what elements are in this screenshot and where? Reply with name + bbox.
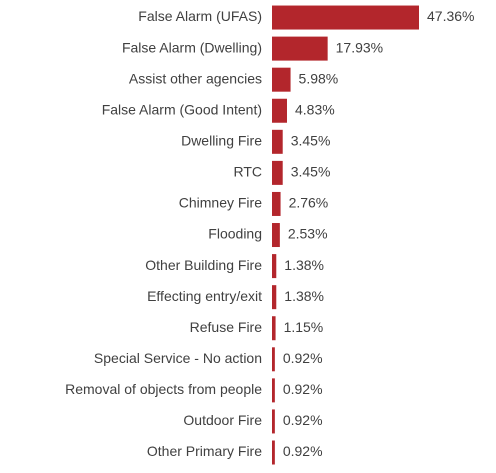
value-label: 5.98% xyxy=(299,70,339,86)
value-label: 2.53% xyxy=(288,226,328,242)
value-label: 2.76% xyxy=(289,195,329,211)
category-label: Refuse Fire xyxy=(190,319,263,335)
value-label: 0.92% xyxy=(283,443,323,459)
bar xyxy=(272,5,419,30)
value-label: 1.38% xyxy=(284,288,324,304)
category-label: False Alarm (UFAS) xyxy=(138,8,262,24)
category-label: False Alarm (Good Intent) xyxy=(102,101,262,117)
value-label: 0.92% xyxy=(283,350,323,366)
value-label: 17.93% xyxy=(336,39,383,55)
bar xyxy=(272,378,275,403)
category-label: Chimney Fire xyxy=(179,195,262,211)
bar xyxy=(272,98,287,123)
bar xyxy=(272,223,280,248)
bar xyxy=(272,129,283,154)
bar xyxy=(272,347,275,372)
bar xyxy=(272,409,275,434)
value-label: 4.83% xyxy=(295,101,335,117)
category-label: Effecting entry/exit xyxy=(147,288,262,304)
value-label: 1.15% xyxy=(284,319,324,335)
category-label: Flooding xyxy=(208,226,262,242)
bar xyxy=(272,254,277,279)
value-label: 3.45% xyxy=(291,164,331,180)
category-label: Other Primary Fire xyxy=(147,443,262,459)
category-label: RTC xyxy=(233,164,262,180)
bar xyxy=(272,440,275,465)
bar xyxy=(272,285,277,310)
bar xyxy=(272,67,291,92)
value-label: 0.92% xyxy=(283,412,323,428)
category-label: Outdoor Fire xyxy=(183,412,262,428)
value-label: 47.36% xyxy=(427,8,474,24)
bar xyxy=(272,36,328,61)
category-label: False Alarm (Dwelling) xyxy=(122,39,262,55)
category-label: Removal of objects from people xyxy=(65,381,262,397)
category-label: Other Building Fire xyxy=(145,257,262,273)
category-label: Assist other agencies xyxy=(129,70,262,86)
bar xyxy=(272,316,276,341)
category-label: Dwelling Fire xyxy=(181,133,262,149)
bar xyxy=(272,191,281,216)
value-label: 3.45% xyxy=(291,133,331,149)
value-label: 1.38% xyxy=(284,257,324,273)
bar xyxy=(272,160,283,185)
value-label: 0.92% xyxy=(283,381,323,397)
category-label: Special Service - No action xyxy=(94,350,262,366)
